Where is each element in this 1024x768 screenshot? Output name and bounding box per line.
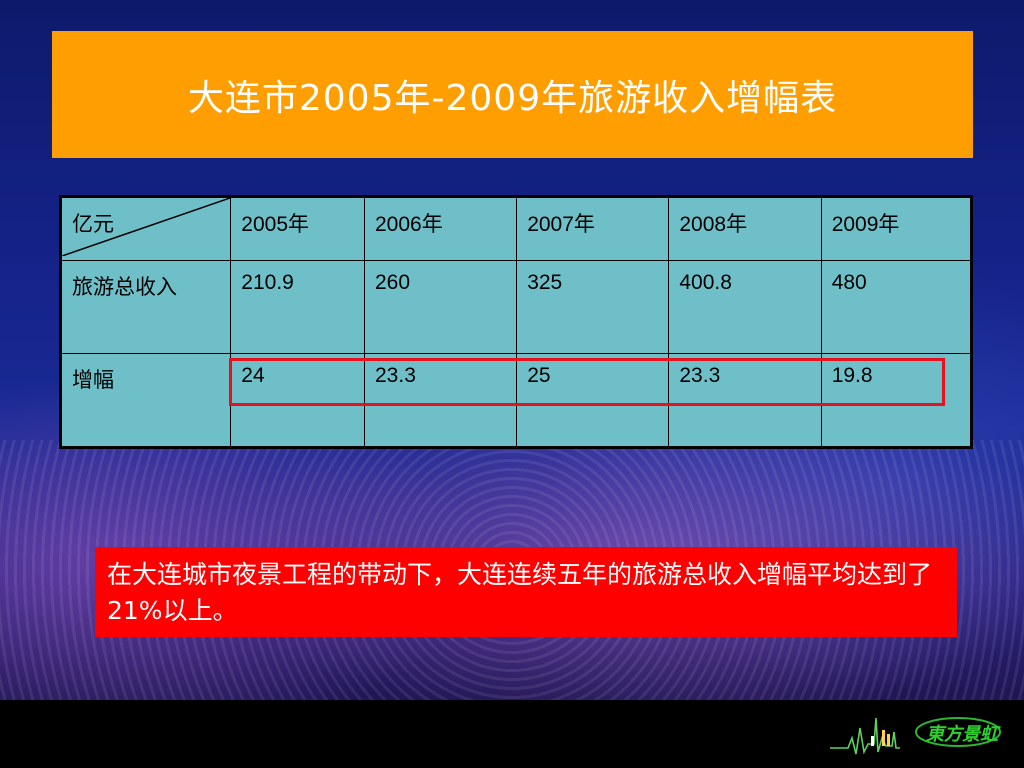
note-box: 在大连城市夜景工程的带动下，大连连续五年的旅游总收入增幅平均达到了21%以上。 xyxy=(95,547,957,637)
row-label-growth: 增幅 xyxy=(59,353,232,448)
header-corner-cell: 亿元 xyxy=(59,196,232,261)
note-text: 在大连城市夜景工程的带动下，大连连续五年的旅游总收入增幅平均达到了21%以上。 xyxy=(107,560,933,625)
title-banner: 大连市2005年-2009年旅游收入增幅表 xyxy=(52,31,973,158)
header-year-2008: 2008年 xyxy=(668,196,822,261)
header-year-2006: 2006年 xyxy=(363,196,518,261)
table-header-row: 亿元 2005年 2006年 2007年 2008年 2009年 xyxy=(59,196,973,261)
header-year-2007: 2007年 xyxy=(516,196,670,261)
footer-bar xyxy=(0,700,1024,768)
logo-text: 東方景虹 xyxy=(926,724,1001,745)
tourism-income-table: 亿元 2005年 2006年 2007年 2008年 2009年 旅游总收入 2… xyxy=(59,195,973,449)
city-skyline-pulse-icon xyxy=(830,717,900,755)
unit-label: 亿元 xyxy=(72,213,114,236)
header-year-2009: 2009年 xyxy=(820,196,973,261)
table-cell: 480 xyxy=(820,260,973,354)
table-cell: 210.9 xyxy=(230,260,365,354)
diagonal-divider xyxy=(62,198,230,256)
table-cell: 325 xyxy=(516,260,670,354)
table-cell: 400.8 xyxy=(668,260,822,354)
table-cell: 24 xyxy=(230,353,365,448)
header-year-2005: 2005年 xyxy=(230,196,365,261)
slide-title: 大连市2005年-2009年旅游收入增幅表 xyxy=(187,77,838,119)
table-cell: 23.3 xyxy=(668,353,822,448)
table-row: 旅游总收入 210.9 260 325 400.8 480 xyxy=(59,260,973,354)
row-label-total-income: 旅游总收入 xyxy=(59,260,232,354)
table-cell: 25 xyxy=(516,353,670,448)
table-row: 增幅 24 23.3 25 23.3 19.8 xyxy=(59,353,973,448)
table-cell: 19.8 xyxy=(820,353,973,448)
growth-highlight-box xyxy=(229,358,945,406)
table-cell: 23.3 xyxy=(363,353,518,448)
table-cell: 260 xyxy=(363,260,518,354)
company-logo: 東方景虹 xyxy=(830,717,1001,755)
